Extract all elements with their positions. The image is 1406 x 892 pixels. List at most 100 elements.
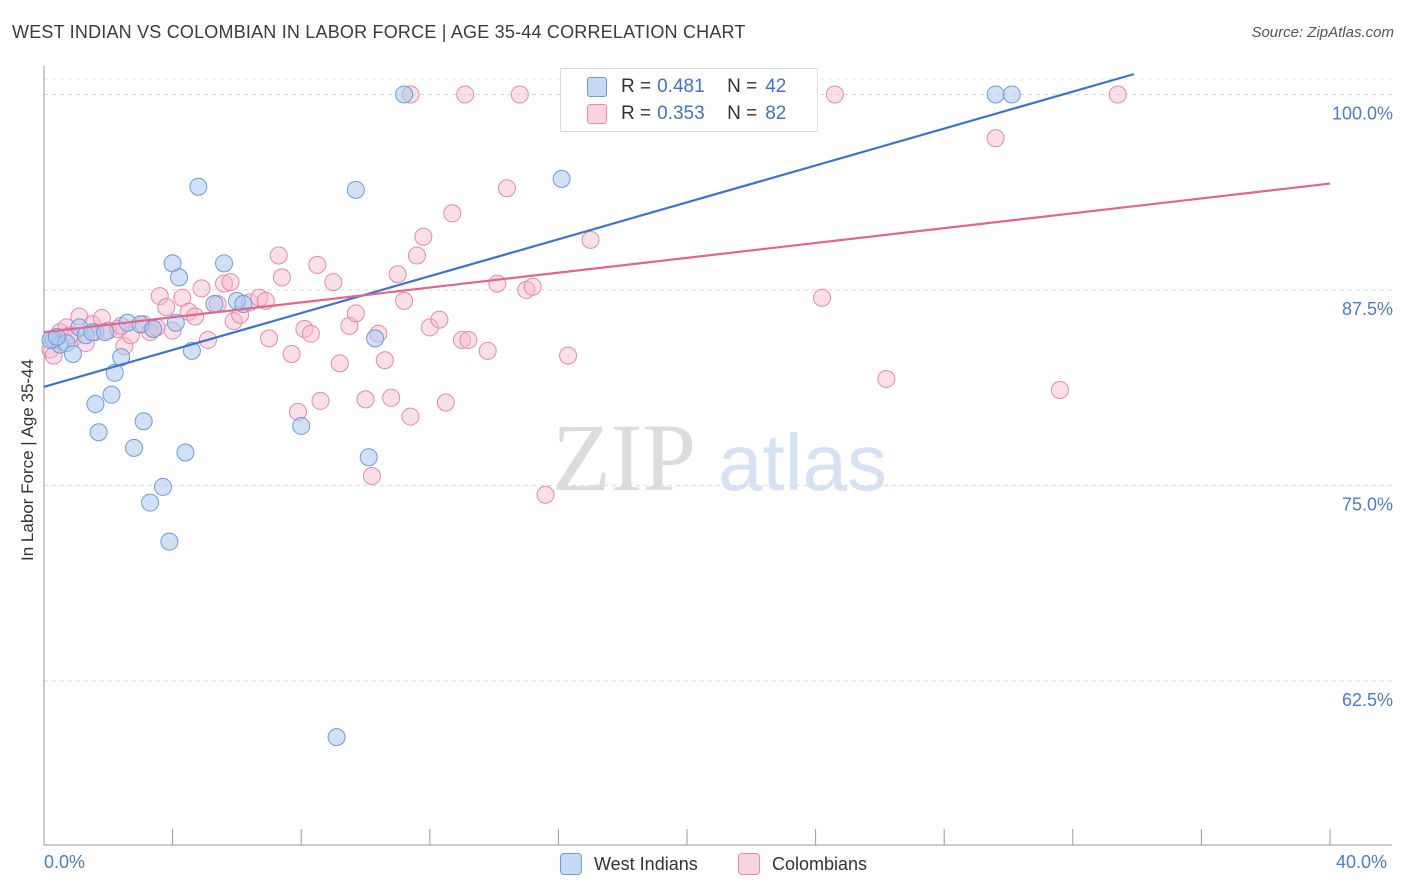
point-colombians xyxy=(1108,85,1127,104)
point-west-indians xyxy=(189,177,208,196)
legend-r-value: 0.353 xyxy=(657,103,705,124)
point-colombians xyxy=(157,298,176,317)
legend-row-west-indians: R = 0.481 N = 42 xyxy=(587,75,786,99)
legend-n-value: 42 xyxy=(765,76,787,97)
axes xyxy=(43,66,1392,846)
legend-n-value: 82 xyxy=(765,103,787,124)
point-colombians xyxy=(986,129,1005,148)
point-colombians xyxy=(488,274,507,293)
point-west-indians xyxy=(552,169,571,188)
watermark-zip: ZIP xyxy=(552,404,696,511)
legend-label-west-indians: West Indians xyxy=(594,853,698,874)
point-colombians xyxy=(407,246,426,265)
point-colombians xyxy=(186,307,205,326)
point-colombians xyxy=(510,85,529,104)
point-west-indians xyxy=(292,416,311,435)
legend-n-label: N = xyxy=(727,76,758,97)
point-colombians xyxy=(308,255,327,274)
legend-r-label: R = xyxy=(621,103,652,124)
x-tick-label-left: 0.0% xyxy=(44,852,86,872)
point-colombians xyxy=(215,274,234,293)
point-colombians xyxy=(382,388,401,407)
point-colombians xyxy=(260,329,279,348)
point-west-indians xyxy=(346,180,365,199)
point-colombians xyxy=(295,320,314,338)
trendline-colombians xyxy=(43,182,1331,334)
point-west-indians xyxy=(359,448,378,467)
trend-lines xyxy=(43,73,1331,388)
point-colombians xyxy=(497,179,516,198)
legend-item-west-indians: West Indians xyxy=(560,852,698,876)
point-west-indians xyxy=(96,323,115,342)
chart-title: WEST INDIAN VS COLOMBIAN IN LABOR FORCE … xyxy=(12,22,746,42)
point-colombians xyxy=(443,204,462,223)
y-tick-label: 100.0% xyxy=(1332,103,1393,123)
point-colombians xyxy=(356,390,375,409)
point-west-indians xyxy=(86,395,105,414)
point-west-indians xyxy=(986,85,1005,104)
legend-r-value: 0.481 xyxy=(657,76,705,97)
point-colombians xyxy=(192,279,211,298)
point-colombians xyxy=(430,310,449,329)
legend-swatch-colombians xyxy=(587,104,607,124)
point-west-indians xyxy=(144,320,163,338)
legend-n-label: N = xyxy=(727,103,758,124)
y-tick-labels: 100.0% 87.5% 75.0% 62.5% xyxy=(1332,103,1393,709)
point-colombians xyxy=(346,304,365,323)
watermark-atlas: atlas xyxy=(718,418,887,507)
legend-row-colombians: R = 0.353 N = 82 xyxy=(587,102,786,126)
point-colombians xyxy=(301,324,320,343)
point-colombians xyxy=(420,318,439,337)
legend-r-label: R = xyxy=(621,76,652,97)
point-colombians xyxy=(1050,380,1069,399)
point-west-indians xyxy=(153,477,172,496)
point-colombians xyxy=(282,345,301,364)
y-tick-label: 75.0% xyxy=(1342,494,1393,514)
x-tick-label-right: 40.0% xyxy=(1336,852,1388,872)
legend-label-colombians: Colombians xyxy=(772,853,868,874)
point-colombians xyxy=(150,287,169,306)
point-colombians xyxy=(221,273,240,292)
point-colombians xyxy=(478,341,497,360)
legend-item-colombians: Colombians xyxy=(738,852,867,876)
gridlines xyxy=(44,78,1392,682)
point-west-indians xyxy=(134,412,153,431)
trendline-west-indians xyxy=(43,73,1135,388)
point-colombians xyxy=(414,227,433,246)
point-colombians xyxy=(272,268,291,287)
point-colombians xyxy=(877,370,896,389)
point-west-indians xyxy=(47,327,66,346)
point-west-indians xyxy=(215,254,234,273)
point-colombians xyxy=(813,288,832,307)
point-west-indians xyxy=(63,345,82,364)
y-axis-label: In Labor Force | Age 35-44 xyxy=(18,359,37,561)
legend-swatch-colombians xyxy=(738,853,760,875)
point-colombians xyxy=(311,391,330,410)
point-west-indians xyxy=(176,443,195,462)
point-west-indians xyxy=(1002,85,1021,104)
point-colombians xyxy=(459,330,478,349)
point-colombians xyxy=(536,485,555,504)
point-colombians xyxy=(362,466,381,485)
point-west-indians xyxy=(160,532,179,551)
point-west-indians xyxy=(141,493,160,512)
point-colombians xyxy=(401,407,420,426)
point-colombians xyxy=(395,291,414,310)
stats-legend: R = 0.481 N = 42 R = 0.353 N = 82 xyxy=(560,68,818,132)
y-tick-label: 87.5% xyxy=(1342,299,1393,319)
point-colombians xyxy=(559,346,578,365)
point-west-indians xyxy=(395,85,414,104)
point-west-indians xyxy=(125,438,144,457)
point-colombians xyxy=(825,85,844,104)
point-colombians xyxy=(436,393,455,412)
series-west-indians xyxy=(41,85,1021,747)
point-colombians xyxy=(330,354,349,373)
y-tick-label: 62.5% xyxy=(1342,690,1393,710)
watermark: ZIP atlas xyxy=(552,404,887,511)
point-colombians xyxy=(388,265,407,284)
point-west-indians xyxy=(102,385,121,404)
point-colombians xyxy=(523,277,542,296)
point-west-indians xyxy=(205,294,224,313)
point-colombians xyxy=(456,85,475,104)
